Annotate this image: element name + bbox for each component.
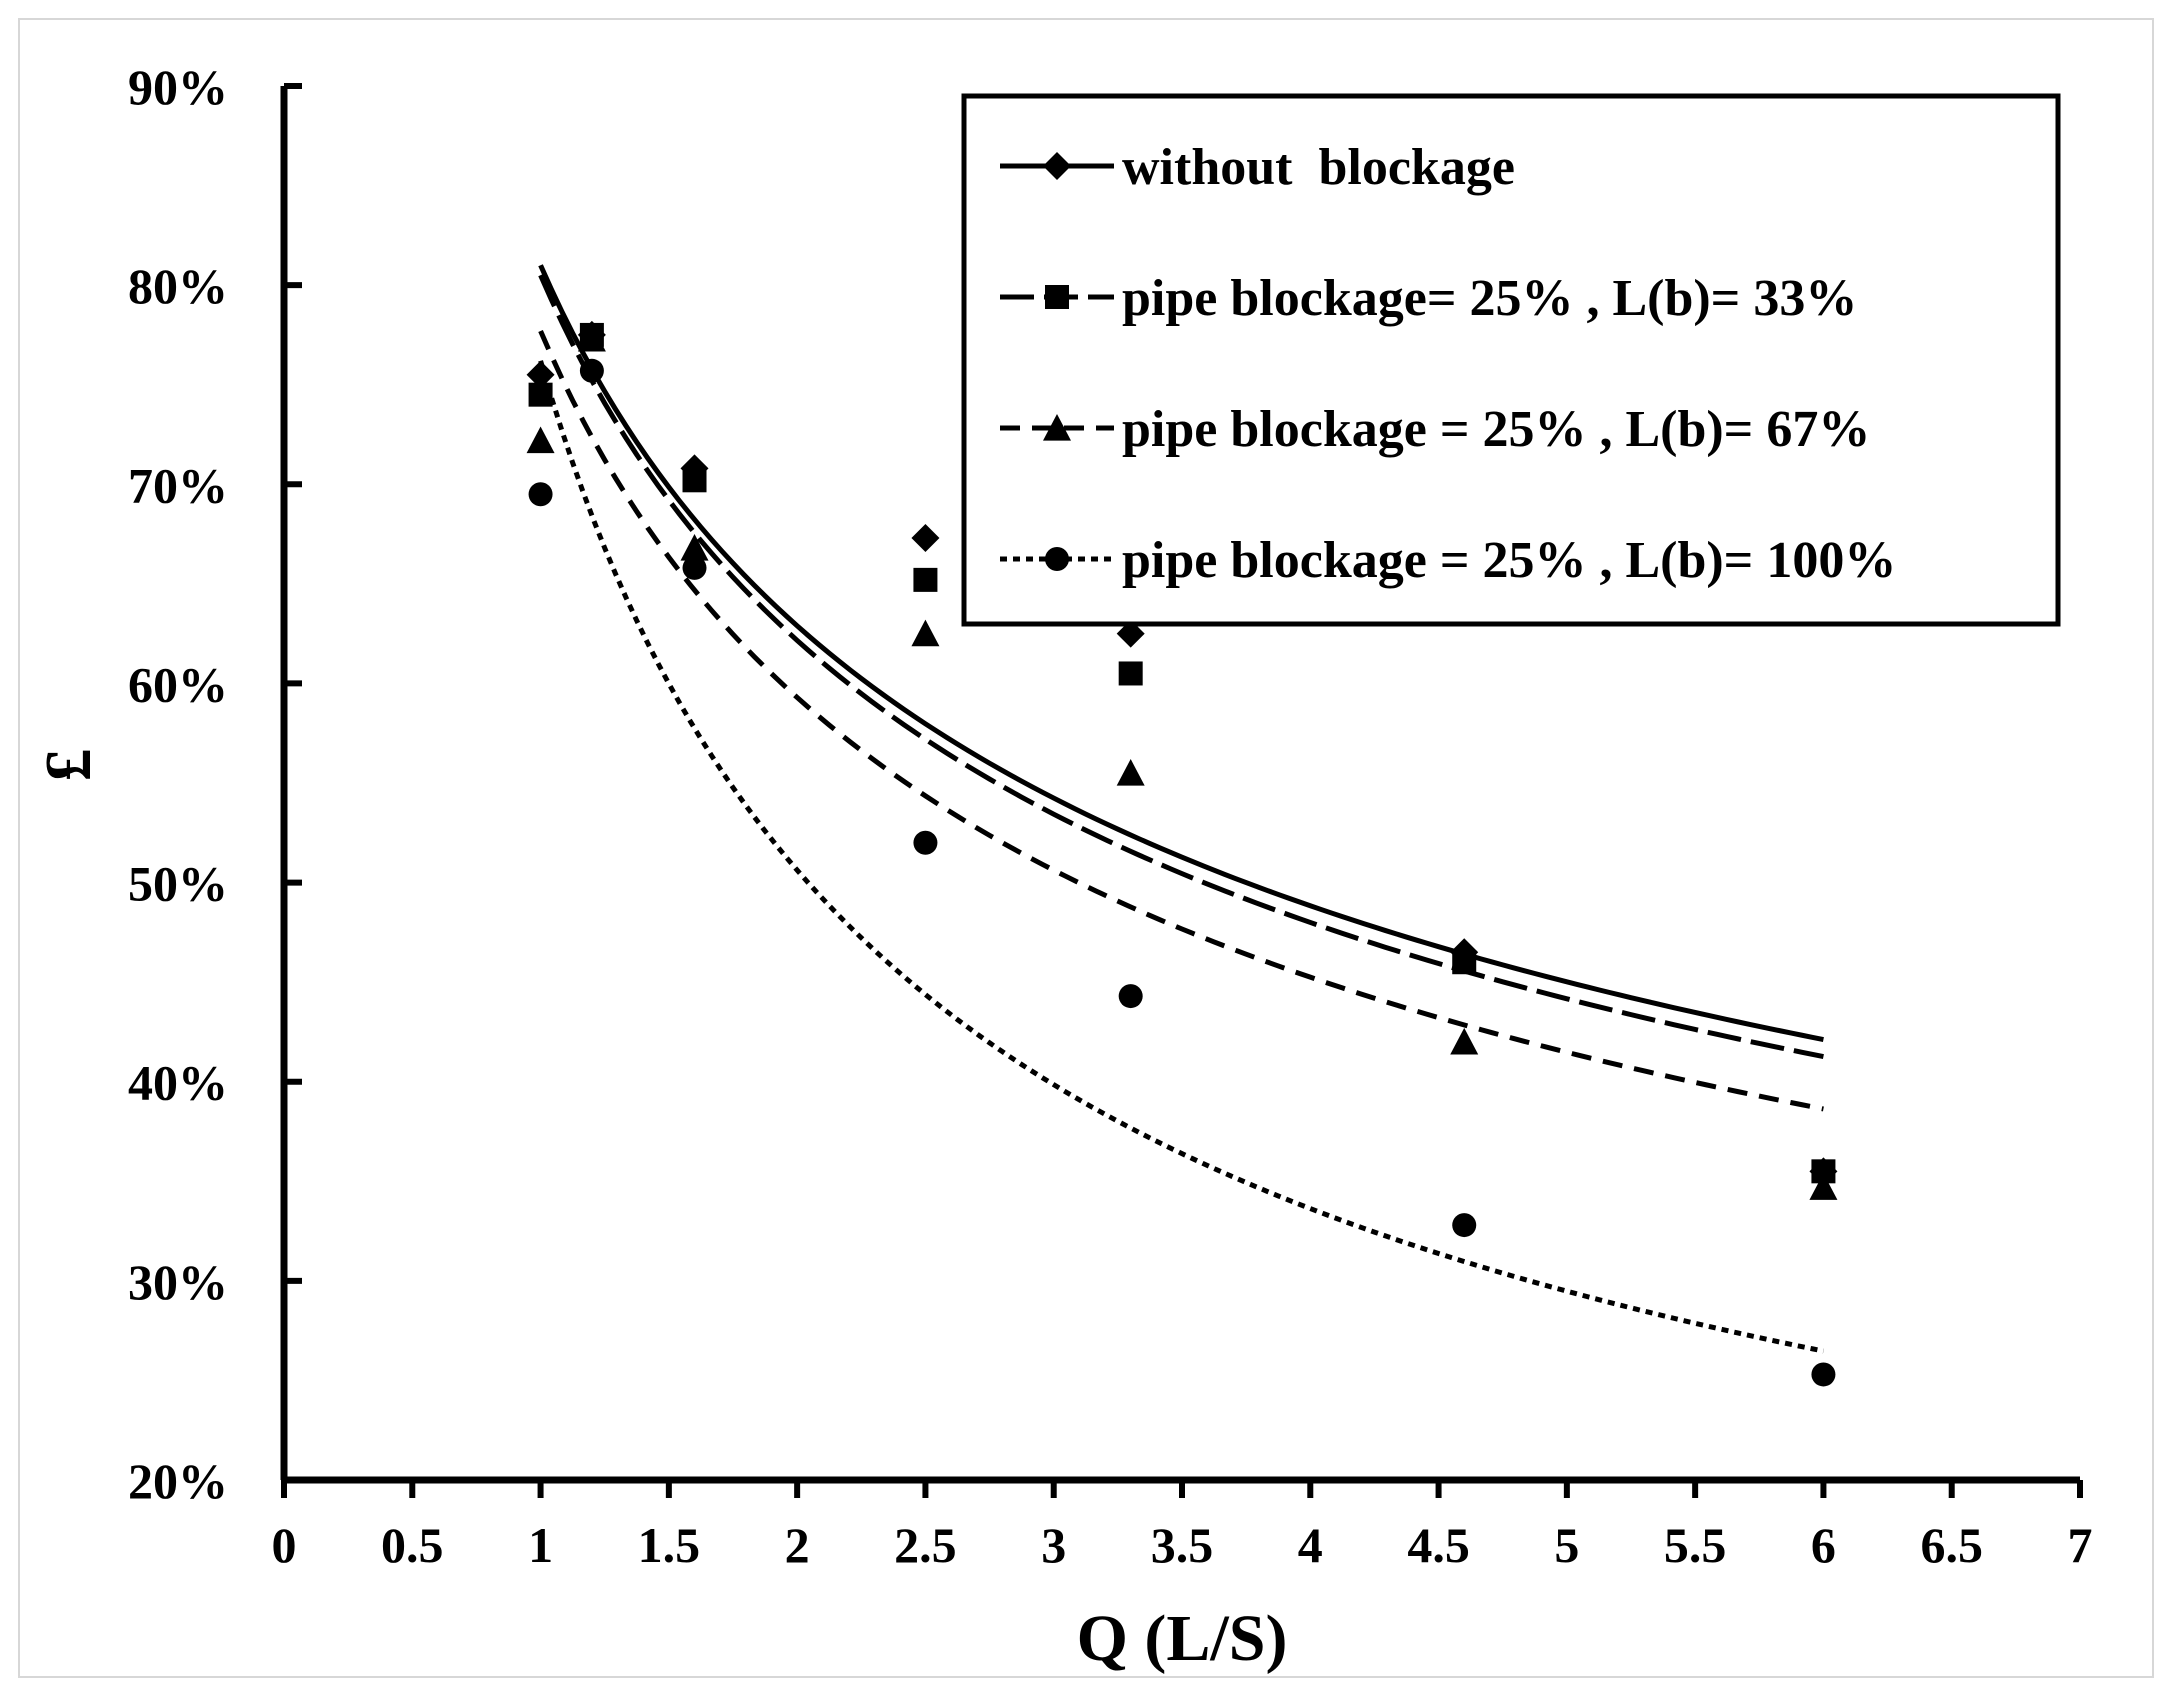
x-tick-label: 7 <box>2068 1517 2093 1573</box>
legend-marker <box>1045 285 1069 309</box>
y-tick-label: 80% <box>128 258 228 314</box>
legend-item-3: pipe blockage = 25% , L(b)= 67% <box>1000 401 1870 458</box>
x-tick-label: 4 <box>1298 1517 1323 1573</box>
x-tick-label: 6 <box>1811 1517 1836 1573</box>
series-4 <box>528 358 1836 1387</box>
y-tick-label: 20% <box>128 1453 228 1509</box>
x-tick-label: 4.5 <box>1407 1517 1470 1573</box>
y-tick-label: 40% <box>128 1055 228 1111</box>
x-tick-label: 5.5 <box>1664 1517 1727 1573</box>
data-point <box>913 830 938 855</box>
y-tick-label: 30% <box>128 1254 228 1310</box>
data-point <box>526 360 555 389</box>
x-tick-label: 1 <box>528 1517 553 1573</box>
x-tick-label: 0.5 <box>381 1517 444 1573</box>
data-point <box>913 567 938 592</box>
legend-box <box>961 93 2061 627</box>
data-point <box>682 555 707 580</box>
x-tick-label: 3.5 <box>1151 1517 1214 1573</box>
y-tick-label: 60% <box>128 656 228 712</box>
y-axis-title: £ <box>32 749 105 782</box>
data-point <box>911 619 940 647</box>
legend-label: pipe blockage = 25% , L(b)= 67% <box>1122 401 1870 458</box>
data-point <box>911 524 940 553</box>
x-tick-label: 1.5 <box>638 1517 701 1573</box>
legend-marker <box>1045 547 1069 571</box>
data-point <box>680 534 709 561</box>
data-point <box>1118 661 1143 686</box>
legend: without blockage pipe blockage= 25% , L(b… <box>961 93 2061 627</box>
x-tick-label: 2 <box>785 1517 810 1573</box>
data-point <box>682 468 707 493</box>
legend-marker <box>1043 152 1071 180</box>
y-tick-label: 90% <box>128 59 228 115</box>
x-tick-label: 0 <box>272 1517 297 1573</box>
x-tick-label: 6.5 <box>1920 1517 1983 1573</box>
legend-item-4: pipe blockage = 25% , L(b)= 100% <box>1000 532 1896 589</box>
data-point <box>577 324 606 352</box>
axes: 0 0.5 1 1.5 2 2.5 3 3.5 4 4.5 5 5.5 6 6.5 7 20% 30% 40% 50… <box>128 59 2093 1573</box>
trend-line <box>538 264 1824 1043</box>
y-tick-label: 70% <box>128 457 228 513</box>
legend-label: pipe blockage = 25% , L(b)= 100% <box>1122 532 1896 589</box>
series-2 <box>528 274 1836 1184</box>
x-tick-label: 2.5 <box>894 1517 957 1573</box>
legend-item-1: without blockage <box>1000 139 1515 196</box>
trend-line <box>538 329 1824 1112</box>
legend-item-2: pipe blockage= 25% , L(b)= 33% <box>1000 270 1857 327</box>
data-point <box>1809 1173 1838 1200</box>
y-tick-label: 50% <box>128 856 228 912</box>
data-point <box>1118 984 1143 1009</box>
legend-marker <box>1043 414 1071 441</box>
data-point <box>1452 1213 1477 1238</box>
x-tick-label: 3 <box>1041 1517 1066 1573</box>
trend-line <box>538 360 1824 1354</box>
data-point <box>1450 1027 1479 1055</box>
x-tick-label: 5 <box>1554 1517 1579 1573</box>
chart-frame <box>18 18 2154 1678</box>
data-point <box>579 358 604 383</box>
legend-label: without blockage <box>1122 139 1515 196</box>
data-point <box>1116 619 1145 648</box>
data-point <box>1811 1362 1836 1387</box>
plot-area <box>526 264 1838 1387</box>
trend-line <box>538 274 1824 1060</box>
data-point <box>1116 759 1145 786</box>
x-axis-title: Q (L/S) <box>1077 1602 1288 1675</box>
data-point <box>1452 950 1477 975</box>
legend-label: pipe blockage= 25% , L(b)= 33% <box>1122 270 1857 327</box>
series-3 <box>526 324 1838 1200</box>
data-point <box>526 426 555 454</box>
data-point <box>528 482 553 507</box>
